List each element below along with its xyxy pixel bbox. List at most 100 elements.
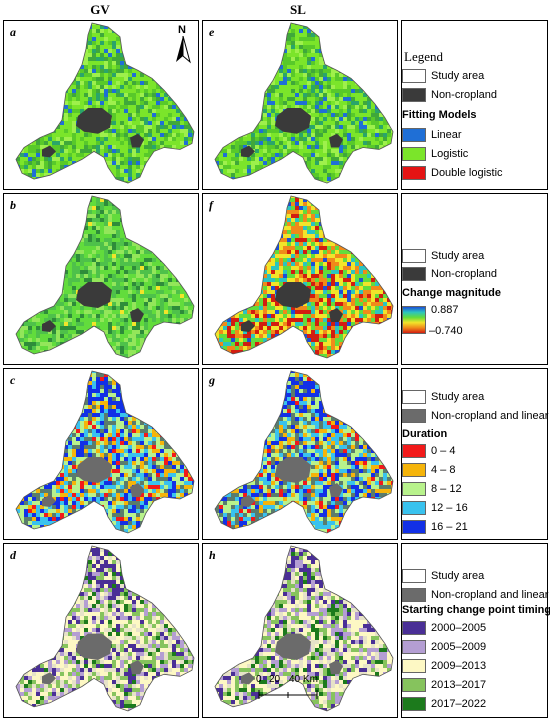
noncropland-area: [76, 633, 112, 660]
legend-title: Legend: [404, 49, 443, 64]
map-panel-h: h 0 20 40 Km: [202, 543, 398, 718]
swatch: [402, 409, 426, 423]
legend-label: Logistic: [431, 148, 469, 160]
swatch: [402, 69, 426, 83]
noncropland-area: [275, 282, 311, 308]
panel-label: c: [10, 373, 16, 387]
scale-tick-label: 40 Km: [289, 674, 318, 685]
legend-label: Non-cropland and linear: [431, 410, 549, 422]
legend-label: Study area: [431, 570, 485, 582]
legend-label: Double logistic: [431, 167, 503, 179]
panel-label: f: [209, 198, 213, 212]
swatch: [402, 501, 426, 515]
map-image: [214, 545, 394, 712]
swatch: [402, 267, 426, 281]
ramp-min-label: –0.740: [429, 325, 463, 337]
scale-bar-line: [258, 690, 318, 699]
raster-cells: [215, 23, 393, 184]
legend-label: Study area: [431, 70, 485, 82]
legend-item: 0 – 4: [402, 442, 455, 460]
panel-label: h: [209, 548, 216, 562]
scale-bar: 0 20 40 Km: [255, 674, 325, 704]
swatch: [402, 128, 426, 142]
map-image: [214, 22, 394, 184]
legend-noncrop: Non-cropland: [402, 86, 497, 104]
legend-fitting-models: Legend Study area Non-cropland Fitting M…: [401, 20, 548, 190]
swatch: [402, 166, 426, 180]
swatch: [402, 520, 426, 534]
map-panel-g: g: [202, 368, 398, 540]
legend-item-logistic: Logistic: [402, 145, 468, 163]
noncropland-area: [275, 108, 311, 134]
swatch: [402, 640, 426, 654]
legend-label: 12 – 16: [431, 502, 468, 514]
legend-noncrop-linear: Non-cropland and linear: [402, 586, 548, 604]
map-image: [15, 22, 195, 184]
noncropland-area: [241, 145, 255, 158]
noncropland-area: [42, 495, 56, 507]
panel-label: g: [209, 373, 215, 387]
swatch: [402, 147, 426, 161]
legend-label: 16 – 21: [431, 521, 468, 533]
map-image: [15, 545, 195, 712]
north-arrow-icon: [176, 36, 191, 64]
legend-item: 12 – 16: [402, 499, 468, 517]
legend-item-linear: Linear: [402, 126, 462, 144]
legend-label: 2000–2005: [431, 622, 487, 634]
color-ramp: [402, 306, 426, 334]
legend-item: 4 – 8: [402, 461, 455, 479]
panel-label: d: [10, 548, 16, 562]
scale-tick-label: 20: [269, 674, 281, 685]
legend-item: 2005–2009: [402, 638, 486, 656]
swatch: [402, 482, 426, 496]
noncropland-area: [76, 457, 112, 483]
legend-label: 4 – 8: [431, 464, 456, 476]
map-image: [15, 370, 195, 534]
raster-cells: [16, 23, 194, 184]
legend-label: 2005–2009: [431, 641, 487, 653]
noncropland-area: [130, 133, 144, 148]
map-panel-b: b: [3, 193, 199, 365]
noncropland-area: [42, 672, 56, 685]
map-panel-e: e: [202, 20, 398, 190]
legend-label: Non-cropland: [431, 268, 498, 280]
legend-heading: Change magnitude: [402, 287, 502, 299]
raster-cells: [215, 371, 393, 533]
noncropland-area: [241, 495, 255, 507]
legend-label: 2017–2022: [431, 698, 487, 710]
legend-heading: Starting change point timing: [402, 604, 550, 616]
legend-label: Linear: [431, 129, 462, 141]
swatch: [402, 621, 426, 635]
study-area-outline: [15, 195, 195, 359]
map-image: [15, 195, 195, 359]
study-area-outline: [214, 370, 394, 534]
legend-label: Study area: [431, 391, 485, 403]
study-area-outline: [15, 545, 195, 712]
noncropland-area: [130, 660, 144, 675]
swatch: [402, 659, 426, 673]
swatch: [402, 463, 426, 477]
legend-study-area: Study area: [402, 247, 484, 265]
study-area-outline: [214, 195, 394, 359]
map-panel-d: d: [3, 543, 199, 718]
noncropland-area: [42, 320, 56, 332]
legend-item: 2000–2005: [402, 619, 486, 637]
raster-cells: [16, 546, 194, 711]
swatch: [402, 588, 426, 602]
legend-label: Study area: [431, 250, 485, 262]
raster-cells: [215, 196, 393, 358]
legend-label: 2009–2013: [431, 660, 487, 672]
legend-item: 2017–2022: [402, 695, 486, 713]
ramp-max-label: 0.887: [431, 304, 459, 316]
noncropland-area: [329, 483, 343, 497]
study-area-outline: [15, 22, 195, 184]
noncropland-area: [329, 133, 343, 148]
legend-label: 0 – 4: [431, 445, 456, 457]
noncropland-area: [42, 145, 56, 158]
map-panel-f: f: [202, 193, 398, 365]
map-panel-a: a: [3, 20, 199, 190]
scale-tick-label: 0: [256, 674, 262, 685]
map-image: [214, 370, 394, 534]
noncropland-area: [130, 308, 144, 322]
noncropland-area: [329, 660, 343, 675]
